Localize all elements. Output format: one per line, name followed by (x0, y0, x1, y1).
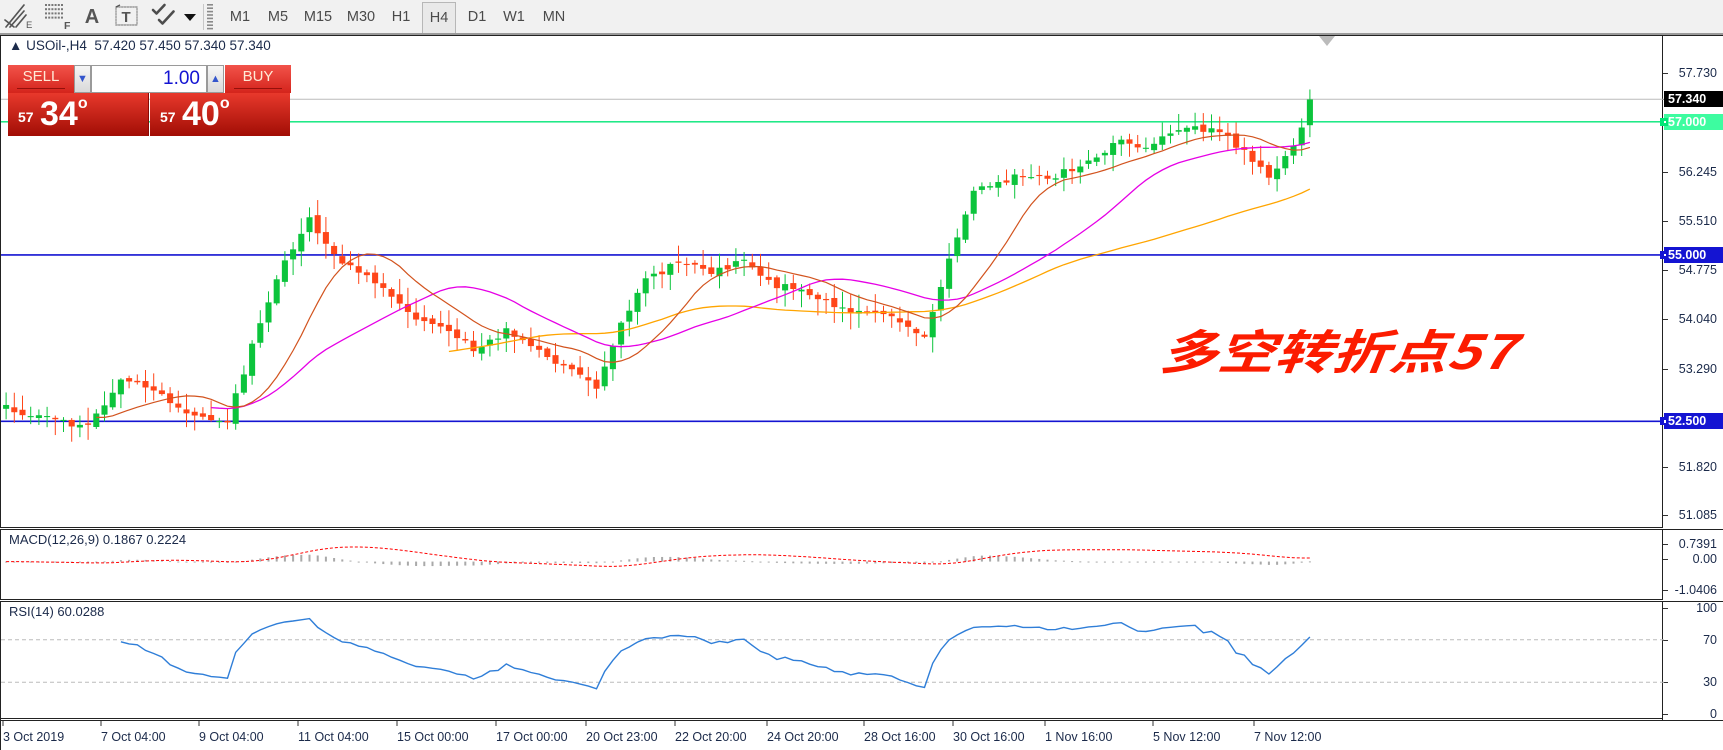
svg-text:9 Oct 04:00: 9 Oct 04:00 (199, 730, 264, 744)
svg-text:7 Nov 12:00: 7 Nov 12:00 (1254, 730, 1321, 744)
svg-text:15 Oct 00:00: 15 Oct 00:00 (397, 730, 469, 744)
svg-text:T: T (122, 9, 131, 26)
svg-text:1 Nov 16:00: 1 Nov 16:00 (1045, 730, 1112, 744)
svg-text:11 Oct 04:00: 11 Oct 04:00 (298, 730, 369, 744)
svg-text:E: E (26, 20, 32, 31)
svg-text:22 Oct 20:00: 22 Oct 20:00 (675, 730, 747, 744)
svg-text:24 Oct 20:00: 24 Oct 20:00 (767, 730, 839, 744)
svg-text:7 Oct 04:00: 7 Oct 04:00 (101, 730, 166, 744)
svg-text:5 Nov 12:00: 5 Nov 12:00 (1153, 730, 1220, 744)
svg-text:20 Oct 23:00: 20 Oct 23:00 (586, 730, 658, 744)
svg-text:17 Oct 00:00: 17 Oct 00:00 (496, 730, 568, 744)
svg-text:3 Oct 2019: 3 Oct 2019 (3, 730, 64, 744)
svg-text:28 Oct 16:00: 28 Oct 16:00 (864, 730, 936, 744)
svg-text:30 Oct 16:00: 30 Oct 16:00 (953, 730, 1025, 744)
svg-text:F: F (64, 20, 71, 32)
